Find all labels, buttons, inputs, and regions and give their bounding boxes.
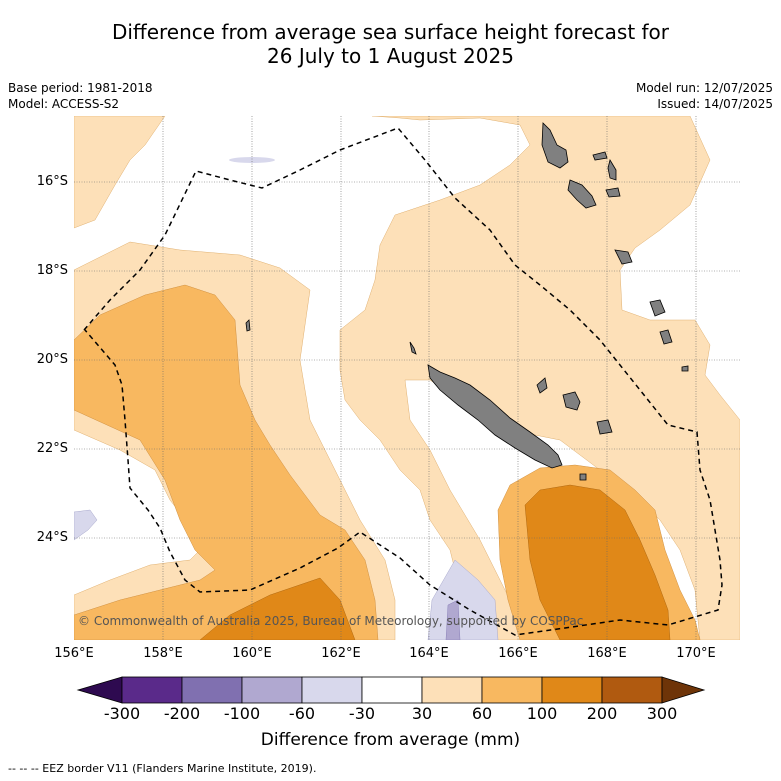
colorbar-segment [241, 676, 303, 704]
colorbar-segment [421, 676, 483, 704]
vanuatu-erromango [649, 299, 666, 317]
colorbar-segment [301, 676, 363, 704]
contour-60-100-west [74, 284, 379, 640]
lon-label: 166°E [498, 646, 538, 661]
loyalty-island-3 [596, 419, 613, 435]
vanuatu-tanna [659, 329, 673, 345]
colorbar-segment [361, 676, 423, 704]
new-caledonia-grande-terre [427, 364, 563, 469]
vanuatu-malakula [567, 179, 597, 209]
colorbar-segment [601, 676, 663, 704]
eez-footnote: -- -- -- EEZ border V11 (Flanders Marine… [8, 762, 317, 775]
colorbar-extend-low [76, 676, 123, 704]
lon-label: 168°E [587, 646, 627, 661]
map-title-line-2: 26 July to 1 August 2025 [267, 44, 514, 68]
gridlines [74, 116, 740, 640]
lat-label: 18°S [36, 263, 68, 278]
loyalty-island-2 [562, 391, 581, 411]
islet-1 [245, 319, 251, 332]
colorbar-title: Difference from average (mm) [260, 730, 521, 750]
colorbar-tick-label: 300 [646, 704, 678, 723]
land [245, 122, 689, 481]
colorbar-segment [121, 676, 183, 704]
contour-neg-30-60-west [74, 509, 98, 541]
colorbar-extend-high [661, 676, 706, 704]
colorbar-tick-label: -200 [163, 704, 201, 723]
lon-label: 164°E [409, 646, 449, 661]
colorbar-tick-label: -30 [348, 704, 376, 723]
contour-30-60-northeast [339, 116, 740, 640]
vanuatu-espiritu-santo [541, 122, 569, 169]
eez-border [83, 127, 723, 636]
isle-of-pines [579, 473, 587, 481]
colorbar [76, 676, 706, 704]
contour-neg-60-100-south [445, 599, 461, 640]
colorbar-tick-label: 200 [586, 704, 618, 723]
colorbar-tick-label: 30 [411, 704, 433, 723]
lat-label: 22°S [36, 441, 68, 456]
colorbar-tick-label: 100 [526, 704, 558, 723]
vanuatu-aneityum [681, 365, 689, 372]
vanuatu-ambrym [605, 187, 621, 198]
colorbar-segment [481, 676, 543, 704]
islet-2 [409, 341, 417, 355]
lat-label: 20°S [36, 352, 68, 367]
lon-label: 170°E [676, 646, 716, 661]
base-period: Base period: 1981-2018 [8, 81, 153, 95]
vanuatu-efate [614, 249, 633, 265]
colorbar-tick-label: 60 [471, 704, 493, 723]
lon-label: 162°E [321, 646, 361, 661]
colorbar-tick-label: -300 [103, 704, 141, 723]
map-title-line-1: Difference from average sea surface heig… [111, 20, 670, 44]
issued-date: Issued: 14/07/2025 [657, 97, 773, 111]
lat-label: 24°S [36, 530, 68, 545]
vanuatu-ambae [592, 151, 608, 161]
colorbar-segment [541, 676, 603, 704]
model-run: Model run: 12/07/2025 [635, 81, 773, 95]
colorbar-segment [181, 676, 243, 704]
colorbar-tick-label: -60 [288, 704, 316, 723]
contour-neg-30-60-south [427, 559, 499, 640]
lon-label: 158°E [143, 646, 183, 661]
contour-100-200-southeast [524, 484, 671, 640]
contour-30-60-northwest [74, 116, 166, 229]
lat-label: 16°S [36, 174, 68, 189]
lon-label: 156°E [54, 646, 94, 661]
credit-text: © Commonwealth of Australia 2025, Bureau… [78, 614, 584, 628]
vanuatu-pentecost [607, 158, 617, 181]
contour-neg-patch-north [229, 157, 275, 163]
colorbar-tick-label: -100 [223, 704, 261, 723]
lon-label: 160°E [232, 646, 272, 661]
model-name: Model: ACCESS-S2 [8, 97, 120, 111]
contour-100-200-southwest [199, 577, 356, 640]
loyalty-island-1 [536, 377, 548, 394]
